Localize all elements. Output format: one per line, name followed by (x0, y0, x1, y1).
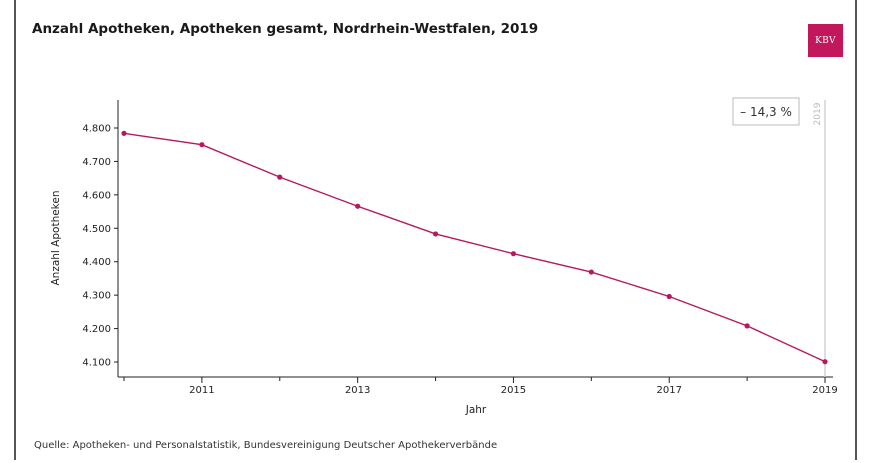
y-tick-label: 4.100 (82, 358, 111, 369)
y-tick-label: 4.200 (82, 324, 111, 335)
data-point (744, 323, 750, 329)
kbv-logo: KBV (808, 24, 843, 57)
x-tick-label: 2013 (345, 385, 370, 396)
chart-frame (14, 0, 857, 460)
ticks: 4.100 4.200 4.300 4.400 4.500 4.600 4.700 4.800… (82, 124, 837, 397)
annotation-box (732, 97, 800, 126)
x-tick-label: 2017 (656, 385, 681, 396)
x-axis-title: Jahr (465, 404, 487, 416)
marker-year-label: 2019 (813, 102, 823, 125)
data-point (588, 269, 594, 275)
series (121, 130, 828, 365)
y-tick-label: 4.800 (82, 124, 111, 135)
x-tick-label: 2015 (501, 385, 526, 396)
x-tick-label: 2019 (812, 385, 837, 396)
data-point (510, 251, 517, 257)
y-tick-label: 4.500 (82, 224, 111, 235)
axes (117, 100, 833, 378)
y-tick-label: 4.300 (82, 291, 111, 302)
annotation-label: – 14,3 % (740, 105, 792, 119)
y-tick-label: 4.600 (82, 190, 111, 201)
y-axis-title: Anzahl Apotheken (50, 190, 62, 285)
y-tick-label: 4.700 (82, 157, 111, 168)
chart-title: Anzahl Apotheken, Apotheken gesamt, Nord… (32, 21, 539, 37)
data-point (666, 293, 672, 300)
series-line (123, 132, 826, 363)
data-point (121, 130, 127, 136)
source-note: Quelle: Apotheken- und Personalstatistik… (34, 440, 498, 451)
y-tick-label: 4.400 (82, 257, 111, 268)
data-point (432, 231, 439, 237)
data-point (199, 142, 205, 148)
x-tick-label: 2011 (189, 385, 214, 396)
data-point (822, 359, 828, 365)
data-point (355, 203, 361, 209)
data-point (277, 174, 283, 180)
